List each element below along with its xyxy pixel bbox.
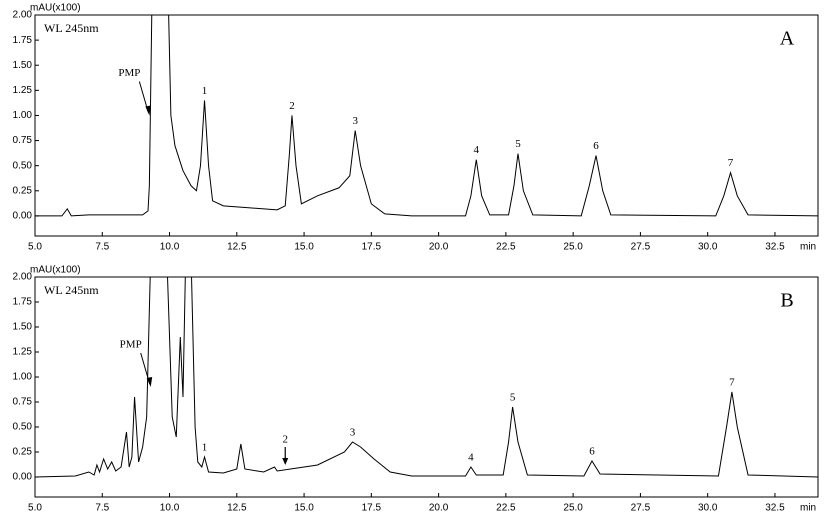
x-tick-label: 10.0 [160,503,180,514]
peak-label: 7 [728,157,734,169]
x-tick-label: 30.0 [698,242,718,253]
chromatogram-trace [35,15,818,217]
y-tick-label: 1.75 [13,297,33,308]
y-tick-label: 1.00 [13,372,33,383]
peak-label: 2 [282,434,288,446]
plot-frame [34,14,819,237]
annotation-label: PMP [118,67,140,79]
annotation-arrowhead [146,377,153,387]
peak-label: 5 [515,138,521,150]
y-axis-label: mAU(x100) [30,265,81,276]
y-tick-label: 0.25 [13,447,33,458]
y-tick-label: 1.00 [13,110,33,121]
y-tick-label: 2.00 [13,272,33,283]
x-tick-label: 22.5 [496,503,516,514]
y-tick-label: 0.50 [13,160,33,171]
peak-label: 1 [202,85,208,97]
y-tick-label: 0.00 [13,211,33,222]
y-tick-label: 1.25 [13,347,33,358]
x-tick-label: 7.5 [95,503,109,514]
y-tick-label: 0.50 [13,422,33,433]
peak-label: 2 [289,100,295,112]
x-tick-label: 27.5 [631,503,651,514]
annotation-label: PMP [120,339,142,351]
x-tick-label: 20.0 [429,503,449,514]
annotation-arrowhead [145,105,151,116]
peak-label: 3 [350,427,356,439]
x-tick-label: 17.5 [362,242,382,253]
x-tick-label: 20.0 [429,242,449,253]
peak-label: 7 [729,377,735,389]
x-tick-label: 22.5 [496,242,516,253]
y-tick-label: 0.75 [13,397,33,408]
x-tick-label: 25.0 [563,503,583,514]
panel-label: A [780,28,795,50]
x-tick-label: 5.0 [28,242,42,253]
x-tick-label: 30.0 [698,503,718,514]
peak-label: 1 [202,442,208,454]
peak-arrowhead [282,458,289,465]
x-tick-label: 7.5 [95,242,109,253]
x-tick-label: 17.5 [362,503,382,514]
x-tick-label: 12.5 [227,503,247,514]
panel-label: B [780,290,793,312]
x-axis-label: min [800,242,816,253]
y-tick-label: 1.25 [13,85,33,96]
peak-label: 6 [593,140,599,152]
peak-label: 6 [589,446,595,458]
x-tick-label: 32.5 [765,503,785,514]
y-tick-label: 2.00 [13,10,33,21]
peak-label: 3 [352,115,358,127]
wavelength-label: WL 245nm [44,21,99,35]
chromatogram-trace [35,277,818,478]
x-tick-label: 27.5 [631,242,651,253]
peak-label: 4 [468,452,474,464]
peak-label: 5 [510,392,516,404]
peak-label: 4 [474,144,480,156]
y-tick-label: 1.75 [13,35,33,46]
y-tick-label: 0.00 [13,472,33,483]
y-tick-label: 0.75 [13,135,33,146]
x-axis-label: min [800,503,816,514]
x-tick-label: 25.0 [563,242,583,253]
plot-frame [34,276,819,498]
y-tick-label: 0.25 [13,185,33,196]
x-tick-label: 15.0 [294,242,314,253]
x-tick-label: 12.5 [227,242,247,253]
x-tick-label: 32.5 [765,242,785,253]
x-tick-label: 5.0 [28,503,42,514]
wavelength-label: WL 245nm [44,283,99,297]
y-axis-label: mAU(x100) [30,3,81,14]
x-tick-label: 15.0 [294,503,314,514]
y-tick-label: 1.50 [13,322,33,333]
x-tick-label: 10.0 [160,242,180,253]
y-tick-label: 1.50 [13,60,33,71]
